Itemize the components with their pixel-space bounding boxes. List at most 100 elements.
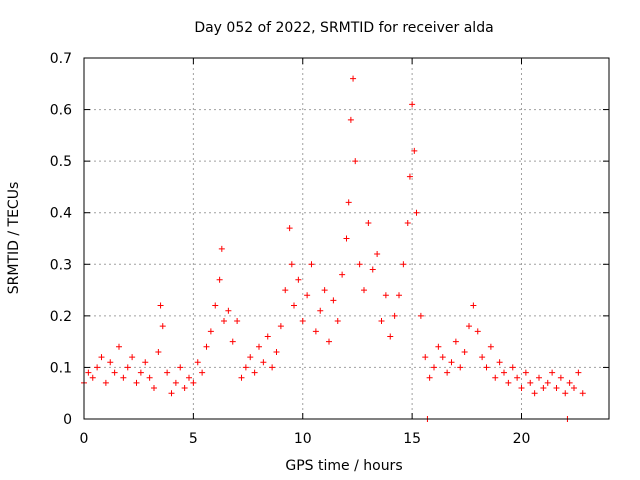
data-point bbox=[129, 354, 136, 361]
data-point bbox=[466, 323, 472, 330]
data-point bbox=[575, 369, 582, 376]
data-point bbox=[352, 158, 359, 165]
data-point bbox=[396, 292, 402, 299]
data-point bbox=[347, 116, 354, 123]
data-point bbox=[133, 379, 140, 386]
data-point bbox=[203, 343, 210, 350]
data-point bbox=[382, 292, 389, 299]
data-point bbox=[557, 374, 564, 381]
data-point bbox=[387, 333, 394, 340]
data-point bbox=[356, 261, 363, 268]
data-point bbox=[404, 220, 411, 227]
y-tick-label: 0 bbox=[63, 412, 72, 428]
axis-ticks: 0 5 10 15 20 0 0.1 0.2 0.3 0.4 0.5 0.6 0.7 bbox=[50, 51, 609, 447]
data-point bbox=[345, 199, 352, 206]
data-point bbox=[207, 328, 214, 335]
data-point bbox=[378, 318, 385, 325]
data-point bbox=[413, 209, 420, 216]
data-point bbox=[142, 359, 149, 366]
data-point bbox=[409, 101, 416, 108]
data-point bbox=[186, 374, 192, 381]
data-point bbox=[151, 385, 157, 392]
data-point bbox=[155, 348, 162, 355]
y-tick-label: 0.7 bbox=[50, 51, 72, 67]
data-point bbox=[531, 390, 538, 397]
data-point bbox=[330, 297, 337, 304]
data-point bbox=[426, 374, 433, 381]
data-point bbox=[107, 359, 114, 366]
data-point bbox=[544, 379, 551, 386]
grid-lines bbox=[84, 58, 609, 419]
data-point bbox=[89, 374, 96, 381]
data-point bbox=[172, 379, 179, 386]
data-point bbox=[571, 385, 577, 392]
data-point bbox=[553, 385, 560, 392]
data-point bbox=[247, 354, 254, 361]
data-point bbox=[308, 261, 315, 268]
data-point bbox=[85, 369, 92, 376]
data-point bbox=[221, 318, 227, 325]
data-point bbox=[168, 390, 175, 397]
data-point bbox=[291, 302, 297, 309]
data-point bbox=[98, 354, 105, 361]
data-point bbox=[194, 359, 201, 366]
x-tick-label: 0 bbox=[80, 431, 89, 447]
x-tick-label: 10 bbox=[294, 431, 312, 447]
data-point bbox=[527, 379, 534, 386]
x-tick-label: 5 bbox=[189, 431, 198, 447]
data-point bbox=[157, 302, 164, 309]
data-point bbox=[391, 312, 398, 319]
data-point bbox=[282, 287, 289, 294]
data-point bbox=[540, 385, 547, 392]
data-point bbox=[374, 250, 381, 257]
data-point bbox=[177, 364, 184, 371]
data-point bbox=[277, 323, 284, 330]
data-point bbox=[299, 318, 306, 325]
data-point bbox=[536, 374, 542, 381]
data-point bbox=[159, 323, 166, 330]
data-point bbox=[487, 343, 494, 350]
data-point bbox=[256, 343, 262, 350]
y-tick-label: 0.6 bbox=[50, 103, 72, 119]
y-tick-label: 0.1 bbox=[50, 360, 72, 376]
data-point bbox=[295, 276, 302, 283]
data-point bbox=[181, 385, 188, 392]
data-point bbox=[406, 173, 413, 180]
data-point bbox=[435, 343, 442, 350]
data-point bbox=[343, 235, 350, 242]
data-point bbox=[549, 369, 556, 376]
x-axis-label: GPS time / hours bbox=[285, 458, 402, 474]
data-point bbox=[365, 220, 372, 227]
data-point bbox=[190, 379, 197, 386]
data-point bbox=[457, 364, 464, 371]
chart-title: Day 052 of 2022, SRMTID for receiver ald… bbox=[194, 20, 493, 36]
data-point bbox=[439, 354, 446, 361]
data-point bbox=[361, 287, 367, 294]
data-point bbox=[218, 245, 225, 252]
data-point bbox=[452, 338, 459, 345]
data-point bbox=[518, 385, 525, 392]
data-point bbox=[369, 266, 376, 273]
data-point bbox=[470, 302, 477, 309]
data-point bbox=[317, 307, 324, 314]
data-point bbox=[505, 379, 512, 386]
data-point bbox=[579, 390, 586, 397]
data-point bbox=[562, 390, 569, 397]
data-point bbox=[251, 369, 258, 376]
data-point bbox=[448, 359, 455, 366]
data-point bbox=[124, 364, 131, 371]
data-point bbox=[212, 302, 219, 309]
y-tick-label: 0.5 bbox=[50, 154, 72, 170]
data-point bbox=[229, 338, 236, 345]
data-point bbox=[411, 147, 418, 154]
data-point bbox=[444, 369, 451, 376]
data-point bbox=[522, 369, 529, 376]
data-point bbox=[566, 379, 573, 386]
data-point bbox=[422, 354, 429, 361]
data-point bbox=[242, 364, 249, 371]
data-point bbox=[225, 307, 232, 314]
data-point bbox=[288, 261, 295, 268]
data-point bbox=[496, 359, 503, 366]
